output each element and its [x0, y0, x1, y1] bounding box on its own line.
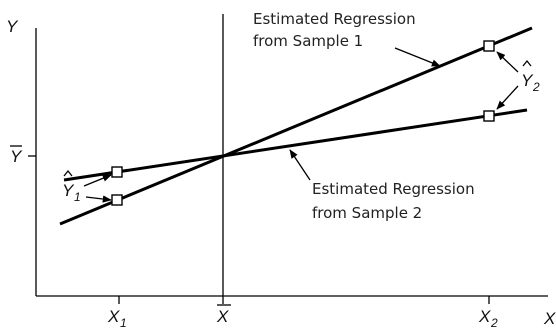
x-axis-label: X: [543, 309, 556, 328]
svg-text:X: X: [216, 307, 229, 326]
y-hat-1-arrow-upper: [83, 174, 112, 187]
svg-text:1: 1: [74, 190, 81, 204]
sample-1-arrow: [394, 47, 441, 67]
y-hat-2-arrow-lower: [496, 85, 519, 110]
sample-1-annotation: Estimated Regression from Sample 1: [253, 10, 441, 67]
svg-text:2: 2: [532, 80, 540, 94]
svg-text:Y: Y: [62, 181, 75, 200]
regression-line-sample-2: [63, 108, 528, 182]
sample-1-label-line-1: Estimated Regression: [253, 10, 416, 28]
svg-text:X: X: [107, 307, 120, 326]
svg-text:Y: Y: [10, 147, 23, 166]
y-hat-hat-2: [522, 59, 532, 67]
regression-line-sample-1: [59, 26, 533, 226]
sample-2-label-line-2: from Sample 2: [312, 204, 422, 222]
y-mean-label: Y: [10, 145, 23, 166]
y-hat-1-annotation: Y 1: [62, 169, 112, 204]
point-y-hat-1-sample-2: [111, 166, 123, 178]
sample-2-arrow: [289, 149, 311, 181]
svg-text:Y: Y: [521, 71, 534, 90]
y-hat-2-arrow-upper: [496, 51, 519, 73]
sample-1-label-line-2: from Sample 1: [253, 32, 363, 50]
sample-2-label-line-1: Estimated Regression: [312, 180, 475, 198]
x2-tick-label: X 2: [478, 307, 498, 329]
point-y-hat-2-sample-1: [483, 40, 495, 52]
y-hat-hat-1: [63, 169, 73, 177]
svg-text:1: 1: [120, 316, 127, 329]
y-axis-label: Y: [6, 17, 19, 36]
point-y-hat-1-sample-1: [111, 194, 123, 206]
svg-text:X: X: [478, 307, 491, 326]
point-y-hat-2-sample-2: [483, 110, 495, 122]
x1-tick-label: X 1: [107, 307, 127, 329]
x-mean-tick-label: X: [216, 304, 231, 326]
sample-2-annotation: Estimated Regression from Sample 2: [289, 149, 475, 222]
y-hat-2-annotation: Y 2: [496, 51, 540, 110]
y-hat-1-arrow-lower: [85, 195, 112, 203]
svg-text:2: 2: [490, 316, 498, 329]
